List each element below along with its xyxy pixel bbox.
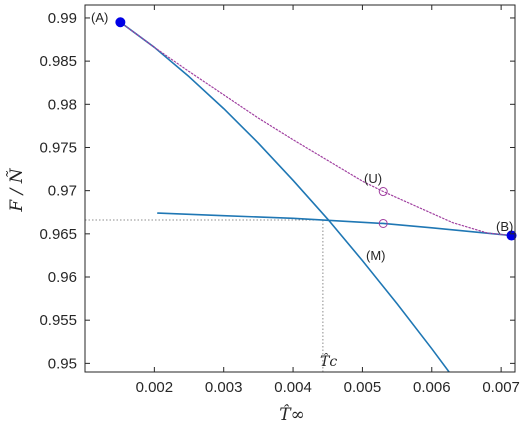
marker-layer [115,17,517,241]
annotation-B: (B) [496,219,513,234]
axes-layer: 0.002 0.003 0.004 0.005 0.006 0.007 0.99 0.985 0… [39,4,520,396]
y-tick-label: 0.975 [39,139,77,156]
open-marker-M [378,218,388,228]
y-tick-label: 0.98 [48,96,77,113]
x-tick-label: 0.006 [413,379,451,396]
y-tick-label: 0.97 [48,183,77,200]
x-tick-label: 0.004 [274,379,312,396]
y-tick-label: 0.95 [48,355,77,372]
y-tick-label: 0.955 [39,312,77,329]
annotation-U: (U) [364,171,382,186]
reference-lines [85,219,324,372]
y-tick-label: 0.99 [48,10,77,27]
x-axis-title: T̂∞ [279,405,305,425]
x-tick-label: 0.007 [482,379,520,396]
y-tick-label: 0.96 [48,269,77,286]
series-line-3 [119,21,513,237]
y-tick-label: 0.965 [39,226,77,243]
open-marker-U [378,187,388,197]
x-tick-label: 0.005 [344,379,382,396]
axes-box [84,4,516,373]
filled-marker-A [115,17,126,28]
x-tick-label: 0.003 [205,379,243,396]
critical-temperature-label: T̂c [320,352,337,370]
annotation-M: (M) [366,248,386,263]
y-tick-label: 0.985 [39,53,77,70]
annotation-A: (A) [91,10,108,25]
series-line-1 [119,21,451,372]
filled-marker-B [506,230,517,241]
y-axis-title: F / Ñ [6,167,27,212]
x-tick-label: 0.002 [136,379,174,396]
series-layer [119,21,513,372]
series-line-2 [157,212,513,237]
